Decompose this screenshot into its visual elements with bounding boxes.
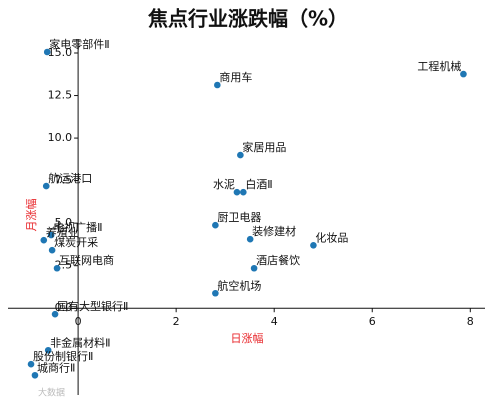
point-label: 白酒Ⅱ — [245, 177, 272, 191]
point — [48, 246, 56, 254]
point — [460, 70, 467, 78]
point-label: 煤炭开采 — [54, 236, 98, 249]
x-tick-label: 0 — [75, 315, 82, 328]
x-tick-label: 8 — [467, 315, 474, 328]
watermark: 大数据 — [38, 387, 65, 399]
y-tick-label: 15.0 — [48, 46, 73, 59]
point-label: 电视广播Ⅱ — [53, 220, 102, 234]
point — [43, 48, 51, 56]
point-label: 互联网电商 — [59, 253, 114, 267]
x-tick-label: 4 — [271, 315, 278, 328]
point-label: 股份制银行Ⅱ — [33, 349, 93, 363]
point — [212, 221, 219, 229]
point — [44, 346, 52, 354]
y-tick-label: 10.0 — [48, 131, 73, 144]
point-label: 养殖业 — [46, 225, 79, 239]
point — [40, 236, 48, 244]
point-label: 酒店餐饮 — [256, 253, 300, 267]
point-label: 非金属材料Ⅱ — [50, 335, 110, 349]
point-label: 城商行Ⅱ — [37, 360, 75, 374]
y-tick-label: 7.5 — [55, 174, 73, 187]
point-label: 厨卫电器 — [217, 211, 261, 224]
y-axis-label: 月涨幅 — [25, 199, 38, 232]
point-label: 商用车 — [219, 70, 252, 84]
point-label: 家居用品 — [242, 140, 286, 154]
point — [42, 182, 50, 190]
point — [51, 310, 59, 318]
point-label: 装修建材 — [252, 224, 296, 238]
point — [233, 188, 241, 196]
point-label: 家电零部件Ⅱ — [49, 37, 109, 51]
y-tick-label: 5.0 — [55, 216, 73, 229]
x-tick-label: 6 — [369, 315, 376, 328]
point — [214, 81, 221, 89]
y-tick-label: 0.0 — [55, 301, 73, 314]
point — [246, 235, 254, 243]
point — [47, 231, 55, 239]
point-label: 水泥 — [213, 178, 235, 191]
x-tick-label: 2 — [173, 315, 180, 328]
point — [237, 151, 244, 159]
point — [53, 264, 61, 272]
point-label: 航运港口 — [48, 171, 92, 185]
y-tick-label: 12.5 — [48, 89, 73, 102]
point — [250, 264, 258, 272]
point-label: 工程机械 — [417, 59, 461, 73]
chart-title: 焦点行业涨跌幅（%） — [148, 7, 348, 31]
point-label: 航空机场 — [217, 278, 261, 292]
point — [27, 360, 35, 368]
point — [240, 188, 247, 196]
point-label: 化妆品 — [315, 230, 348, 244]
x-axis-label: 日涨幅 — [231, 332, 264, 345]
point — [31, 371, 39, 379]
point — [310, 241, 317, 249]
point — [212, 289, 219, 297]
point-label: 国有大型银行Ⅱ — [57, 299, 128, 313]
